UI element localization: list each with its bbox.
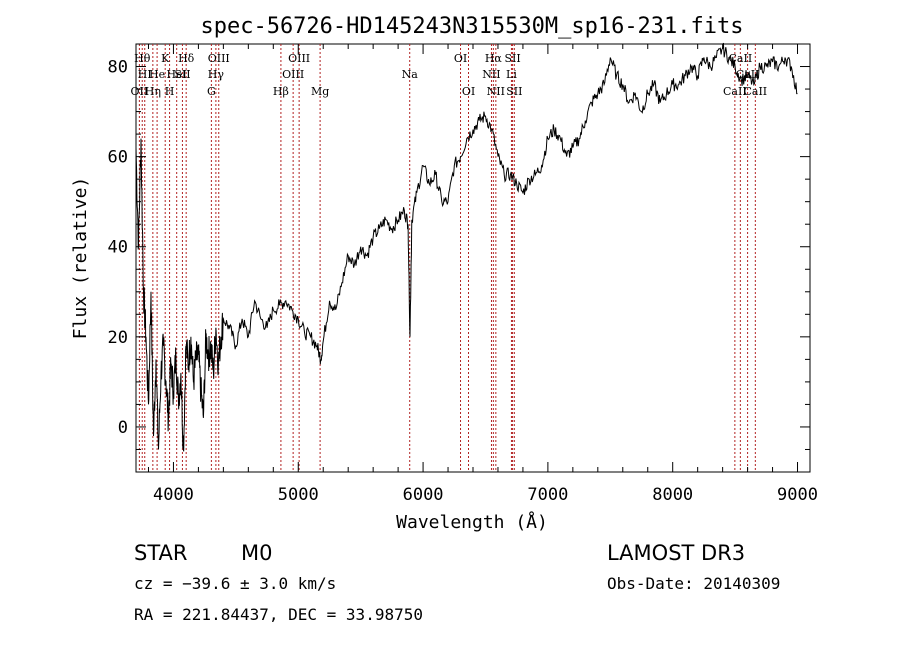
observation-date: Obs-Date: 20140309 [607,574,780,593]
spectral-line-markers [138,44,756,472]
plot-frame [135,43,811,473]
spectral-line-label: NII [487,85,505,98]
object-class: STAR [134,541,187,565]
spectral-line-label: Li [506,68,517,81]
y-tick-label: 80 [108,58,128,78]
y-tick-label: 40 [108,238,128,258]
spectral-line-label: G [207,85,216,98]
y-tick-label: 60 [108,148,128,168]
spectral-line-label: Hθ [134,52,151,65]
spectral-line-label: Hγ [208,68,225,81]
spectral-line-label: Hη [145,85,161,98]
x-tick-label: 8000 [652,485,693,505]
x-tick-label: 6000 [403,485,444,505]
spectral-line-label: OIII [208,52,230,65]
spectral-line-label: SII [506,85,522,98]
spectral-line-label: He [149,68,165,81]
spectral-line-label: Hβ [273,85,289,98]
spectral-line-label: OIII [282,68,304,81]
spectrum-series-line [135,42,798,452]
survey-name: LAMOST DR3 [607,541,745,565]
x-axis-label: Wavelength (Å) [396,511,548,533]
object-subclass: M0 [241,541,272,565]
y-tick-label: 0 [118,418,128,438]
chart-title: spec-56726-HD145243N315530M_sp16-231.fit… [200,14,743,39]
x-tick-label: 5000 [278,485,319,505]
spectral-line-label: H [165,85,175,98]
spectral-line-label: Mg [311,85,329,98]
spectral-line-label: K [161,52,170,65]
plot-area: OIIHθHIHηHeKHHeISIIHδGHγOIIIHβOIIIOIIIMg… [108,42,818,505]
x-tick-label: 9000 [777,485,818,505]
spectral-line-label: CaII [723,85,747,98]
spectral-line-label: HeI [166,68,186,81]
spectral-line-label: OI [462,85,475,98]
spectral-line-label: OI [454,52,467,65]
x-tick-label: 7000 [527,485,568,505]
spectral-line-label: HI [138,68,152,81]
spectral-line-label: CaII [743,85,767,98]
y-tick-label: 20 [108,328,128,348]
spectral-line-label: Hδ [178,52,195,65]
spectral-line-labels: OIIHθHIHηHeKHHeISIIHδGHγOIIIHβOIIIOIIIMg… [131,52,768,98]
spectral-line-label: Na [402,68,419,81]
spectral-line-label: NII [482,68,500,81]
x-tick-label: 4000 [153,485,194,505]
y-axis-label: Flux (relative) [70,177,91,340]
y-axis-ticks: 0 20 40 60 80 [108,43,810,450]
spectral-line-label: Hα [485,52,503,65]
coordinates: RA = 221.84437, DEC = 33.98750 [134,605,423,624]
redshift-velocity: cz = −39.6 ± 3.0 km/s [134,574,336,593]
spectral-line-label: OII [131,85,149,98]
spectral-line-label: OIII [288,52,310,65]
x-axis-ticks: 4000 5000 6000 7000 8000 9000 [147,44,818,505]
spectral-line-label: SII [504,52,520,65]
spectral-line-label: SII [174,68,190,81]
